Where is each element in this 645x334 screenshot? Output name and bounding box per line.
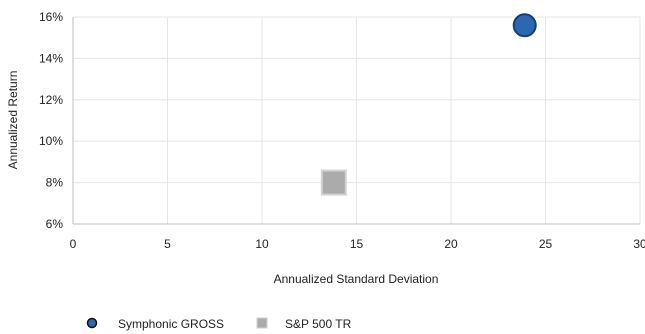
axes — [72, 17, 640, 225]
x-axis-label: Annualized Standard Deviation — [274, 272, 439, 286]
y-tick-label: 16% — [39, 10, 63, 24]
tick-labels: 0 5 10 15 20 25 30 6% 8% 10% 12% 14% 16% — [39, 10, 645, 251]
legend-label-sp500-tr: S&P 500 TR — [285, 317, 352, 331]
x-tick-label: 0 — [70, 237, 77, 251]
legend-marker-sp500-tr — [256, 317, 268, 329]
y-tick-label: 10% — [39, 134, 63, 148]
y-tick-label: 14% — [39, 51, 63, 65]
x-tick-label: 5 — [164, 237, 171, 251]
x-tick-label: 25 — [539, 237, 553, 251]
y-tick-label: 8% — [46, 176, 64, 190]
legend: Symphonic GROSS S&P 500 TR — [86, 317, 352, 331]
y-axis-label: Annualized Return — [6, 71, 20, 170]
x-tick-label: 20 — [444, 237, 458, 251]
legend-marker-symphonic-gross — [86, 317, 98, 329]
x-tick-label: 10 — [255, 237, 269, 251]
data-points — [320, 13, 537, 196]
y-tick-label: 6% — [46, 217, 64, 231]
data-point-symphonic-gross — [512, 13, 537, 38]
x-tick-label: 15 — [350, 237, 364, 251]
x-tick-label: 30 — [633, 237, 645, 251]
grid — [73, 16, 641, 224]
y-tick-label: 12% — [39, 93, 63, 107]
data-point-sp500-tr — [320, 169, 347, 196]
legend-label-symphonic-gross: Symphonic GROSS — [118, 317, 224, 331]
